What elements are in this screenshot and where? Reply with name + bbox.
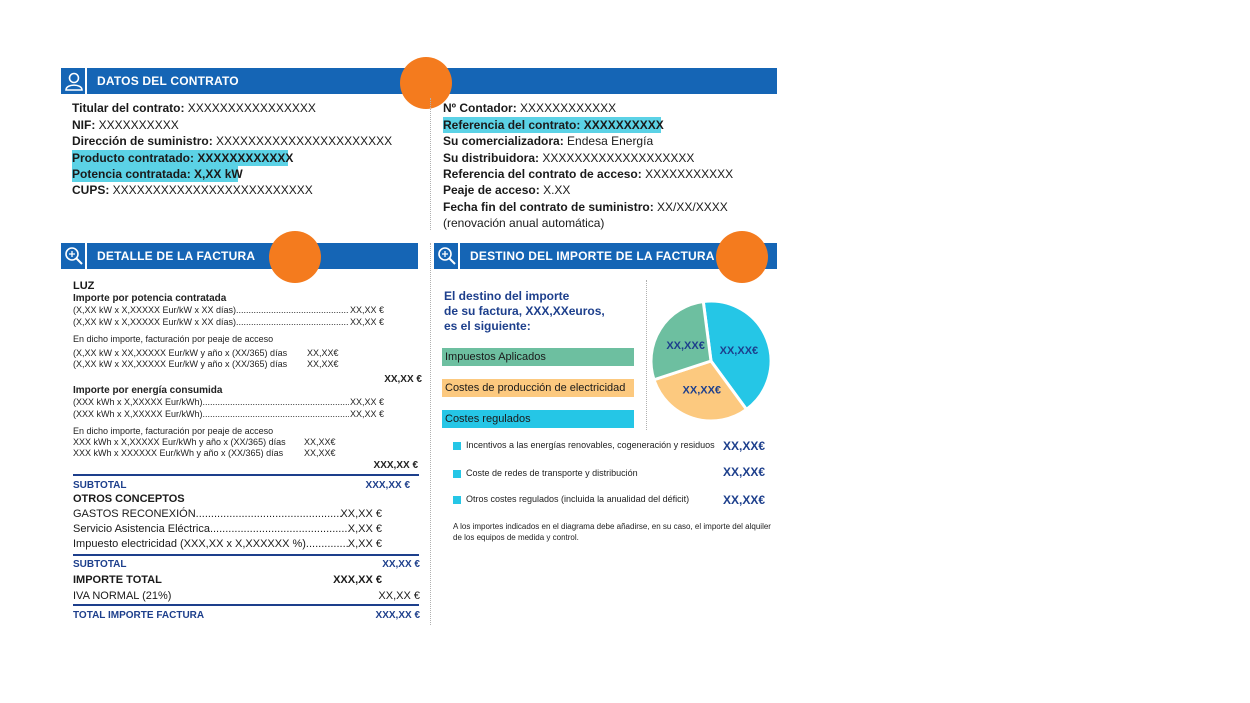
otros-row-value: XX,XX €: [340, 508, 382, 520]
otros-title: OTROS CONCEPTOS: [73, 493, 185, 505]
regulados-label: Otros costes regulados (incluida la anua…: [466, 494, 690, 504]
potencia-total: XX,XX €: [384, 374, 422, 385]
regulados-label: Coste de redes de transporte y distribuc…: [466, 468, 638, 478]
total-rule: [73, 604, 419, 606]
contrato-header-title: DATOS DEL CONTRATO: [97, 74, 239, 88]
potencia-row-value: XX,XX €: [349, 305, 384, 315]
potencia-row: (X,XX kW x X,XXXXX Eur/kW x XX días)....…: [73, 305, 349, 315]
subtotal2-rule: [73, 554, 419, 556]
luz-title: LUZ: [73, 280, 95, 292]
peaje-row-value: XX,XX€: [307, 348, 339, 358]
peaje-row-value: XX,XX€: [304, 448, 336, 458]
user-icon: [61, 68, 87, 94]
magnifier-icon: [61, 243, 87, 269]
pie-divider: [646, 280, 647, 430]
legend-regulados: Costes regulados: [442, 410, 634, 428]
contrato-cups: CUPS: XXXXXXXXXXXXXXXXXXXXXXXXX: [72, 183, 313, 197]
iva-label: IVA NORMAL (21%): [73, 590, 172, 602]
subtotal2-label: SUBTOTAL: [73, 559, 127, 570]
energia-row-value: XX,XX €: [349, 409, 384, 419]
destino-header-title: DESTINO DEL IMPORTE DE LA FACTURA: [470, 249, 715, 263]
potencia-row: (X,XX kW x X,XXXXX Eur/kW x XX días)....…: [73, 317, 349, 327]
regulados-label: Incentivos a las energías renovables, co…: [466, 440, 715, 450]
otros-row-value: X,XX €: [347, 523, 382, 535]
legend-produccion: Costes de producción de electricidad: [442, 379, 634, 397]
regulados-value: XX,XX€: [723, 439, 766, 453]
energia-row: (XXX kWh x X,XXXXX Eur/kWh).............…: [73, 409, 349, 419]
subtotal-rule: [73, 474, 419, 476]
potencia-row-value: XX,XX €: [349, 317, 384, 327]
pie-slice-label: XX,XX€: [683, 385, 722, 397]
peaje-row: XXX kWh x X,XXXXX Eur/kWh y año x (XX/36…: [73, 437, 286, 447]
contrato-fecha-fin: Fecha fin del contrato de suministro: XX…: [443, 200, 728, 214]
energia-row: (XXX kWh x X,XXXXX Eur/kWh).............…: [73, 397, 349, 407]
detalle-header-title: DETALLE DE LA FACTURA: [97, 249, 256, 263]
subtotal-label: SUBTOTAL: [73, 480, 127, 491]
orange-marker-detalle: [269, 231, 321, 283]
destino-note: A los importes indicados en el diagrama …: [453, 522, 771, 531]
subtotal2-value: XX,XX €: [382, 559, 420, 570]
regulados-bullet: [453, 496, 461, 504]
importe-total-value: XXX,XX €: [333, 574, 382, 586]
peaje-row: (X,XX kW x XX,XXXXX Eur/kW y año x (XX/3…: [73, 348, 288, 358]
otros-row: Servicio Asistencia Eléctrica...........…: [73, 523, 349, 535]
pie-slice: [652, 359, 749, 423]
regulados-bullet: [453, 442, 461, 450]
pie-chart: XX,XX€ XX,XX€ XX,XX€: [649, 299, 773, 423]
peaje-note: En dicho importe, facturación por peaje …: [73, 426, 274, 436]
destino-intro-line: de su factura, XXX,XXeuros,: [444, 304, 605, 318]
potencia-title: Importe por potencia contratada: [73, 293, 227, 304]
contrato-distribuidora: Su distribuidora: XXXXXXXXXXXXXXXXXXX: [443, 151, 695, 165]
peaje-row: (X,XX kW x XX,XXXXX Eur/kW y año x (XX/3…: [73, 359, 288, 369]
regulados-bullet: [453, 470, 461, 478]
contrato-producto: Producto contratado: XXXXXXXXXXXX: [72, 150, 294, 166]
otros-row: GASTOS RECONEXIÓN.......................…: [73, 508, 343, 520]
contrato-nif: NIF: XXXXXXXXXX: [72, 118, 179, 132]
energia-row-value: XX,XX €: [349, 397, 384, 407]
peaje-note: En dicho importe, facturación por peaje …: [73, 334, 274, 344]
contrato-titular: Titular del contrato: XXXXXXXXXXXXXXXX: [72, 101, 316, 115]
contrato-peaje: Peaje de acceso: X.XX: [443, 183, 571, 197]
contrato-ref-acceso: Referencia del contrato de acceso: XXXXX…: [443, 167, 734, 181]
energia-total: XXX,XX €: [373, 460, 418, 471]
importe-total-label: IMPORTE TOTAL: [73, 574, 162, 586]
pie-slice-label: XX,XX€: [666, 340, 705, 352]
subtotal-value: XXX,XX €: [365, 480, 410, 491]
regulados-value: XX,XX€: [723, 493, 766, 507]
contrato-comercializadora: Su comercializadora: Endesa Energía: [443, 134, 654, 148]
peaje-row-value: XX,XX€: [307, 359, 339, 369]
otros-row: Impuesto electricidad (XXX,XX x X,XXXXXX…: [73, 538, 349, 550]
energia-title: Importe por energía consumida: [73, 385, 223, 396]
contrato-potencia: Potencia contratada: X,XX kW: [72, 166, 243, 182]
pie-slice: [649, 299, 713, 382]
contrato-direccion: Dirección de suministro: XXXXXXXXXXXXXXX…: [72, 134, 393, 148]
orange-marker-destino: [716, 231, 768, 283]
total-value: XXX,XX €: [375, 610, 420, 621]
contrato-referencia: Referencia del contrato: XXXXXXXXXX: [443, 117, 664, 133]
destino-intro-line: El destino del importe: [444, 289, 570, 303]
orange-marker-contrato: [400, 57, 452, 109]
contrato-contador: Nº Contador: XXXXXXXXXXXX: [443, 101, 617, 115]
magnifier-icon: [434, 243, 460, 269]
destino-intro-line: es el siguiente:: [444, 319, 531, 333]
regulados-value: XX,XX€: [723, 465, 766, 479]
peaje-row: XXX kWh x XXXXXX Eur/kWh y año x (XX/365…: [73, 448, 284, 458]
otros-row-value: X,XX €: [347, 538, 382, 550]
pie-slice: [701, 299, 773, 412]
detalle-header-bar: DETALLE DE LA FACTURA: [61, 243, 418, 269]
peaje-row-value: XX,XX€: [304, 437, 336, 447]
pie-slice-label: XX,XX€: [720, 345, 759, 357]
column-divider: [430, 243, 431, 625]
total-label: TOTAL IMPORTE FACTURA: [73, 610, 205, 621]
legend-impuestos: Impuestos Aplicados: [442, 348, 634, 366]
contrato-renovacion: (renovación anual automática): [443, 216, 605, 230]
contrato-divider: [430, 98, 431, 230]
iva-value: XX,XX €: [378, 590, 420, 602]
destino-note: de los equipos de medida y control.: [453, 533, 579, 542]
